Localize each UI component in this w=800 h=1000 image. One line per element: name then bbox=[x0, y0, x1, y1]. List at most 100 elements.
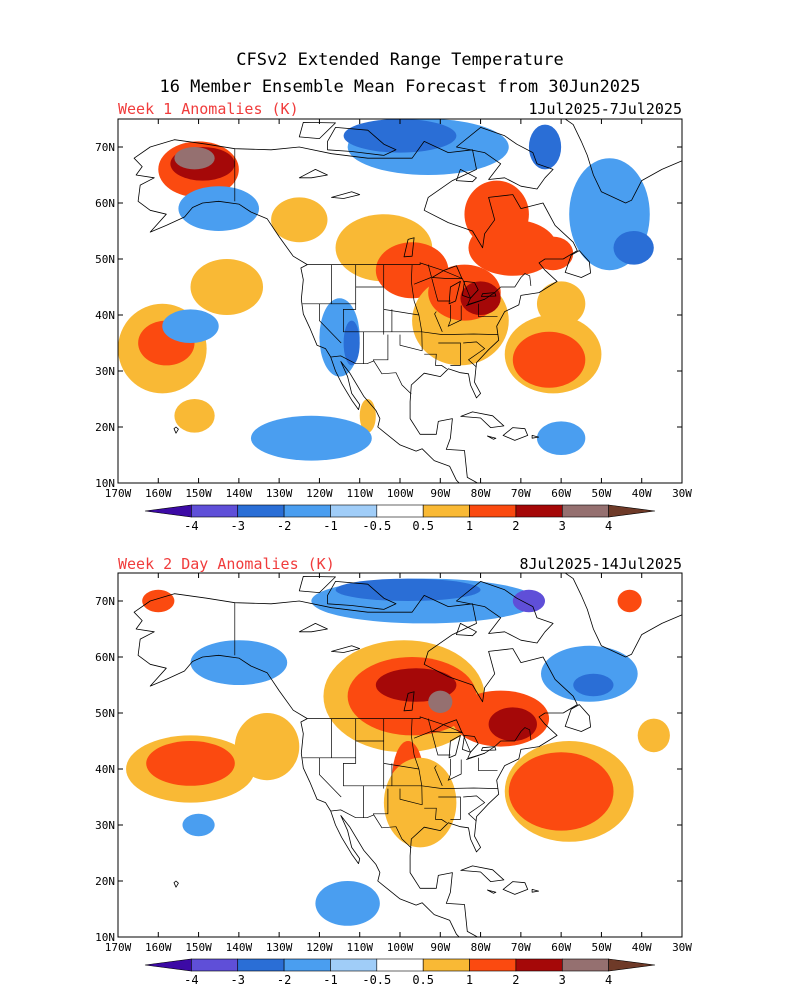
lake-outline bbox=[331, 645, 361, 653]
coastline-hispaniola bbox=[502, 881, 529, 895]
colorbar-swatch bbox=[422, 958, 470, 972]
lat-tick-label: 40N bbox=[95, 309, 115, 322]
lat-tick-label: 50N bbox=[95, 253, 115, 266]
colorbar-swatch bbox=[237, 504, 285, 518]
state-border bbox=[447, 758, 462, 781]
anomaly-blob bbox=[250, 415, 372, 461]
coastline-newfoundland bbox=[564, 250, 591, 278]
state-border bbox=[319, 757, 342, 798]
colorbar-swatch bbox=[330, 958, 378, 972]
borders bbox=[234, 148, 532, 395]
week2-date-range: 8Jul2025-14Jul2025 bbox=[519, 555, 682, 573]
lon-tick-label: 80W bbox=[471, 487, 491, 500]
lon-tick-label: 170W bbox=[105, 487, 132, 500]
colorbar-label: 0.5 bbox=[412, 973, 434, 987]
colorbar-label: -1 bbox=[323, 519, 337, 533]
state-border bbox=[410, 264, 423, 351]
coastline-southampton bbox=[455, 623, 477, 637]
colorbar-swatch bbox=[191, 958, 239, 972]
anomaly-blob bbox=[234, 713, 300, 781]
lat-tick-label: 50N bbox=[95, 707, 115, 720]
state-border bbox=[424, 353, 447, 370]
colorbar-label: 3 bbox=[559, 973, 566, 987]
lon-tick-label: 140W bbox=[226, 487, 253, 500]
colorbar-label: -2 bbox=[277, 519, 291, 533]
anomaly-blob bbox=[271, 197, 328, 243]
anomaly-blob bbox=[536, 281, 586, 327]
lon-tick-label: 30W bbox=[672, 941, 692, 954]
colorbar-label: -4 bbox=[184, 973, 198, 987]
colorbar-swatch bbox=[608, 958, 656, 972]
lon-tick-label: 60W bbox=[551, 941, 571, 954]
anomaly-blob bbox=[512, 331, 586, 388]
colorbar-swatch bbox=[515, 504, 563, 518]
coastline-southampton bbox=[455, 168, 477, 183]
colorbar-label: 0.5 bbox=[412, 519, 434, 533]
state-border bbox=[434, 311, 443, 332]
lat-tick-label: 10N bbox=[95, 931, 115, 944]
anomaly-blob bbox=[573, 673, 614, 697]
anomaly-blob bbox=[613, 231, 654, 265]
state-border bbox=[434, 765, 443, 786]
coastline-hawaii bbox=[173, 880, 179, 888]
coastline-puertorico bbox=[531, 889, 539, 893]
state-border bbox=[383, 763, 419, 770]
colorbar-label: -1 bbox=[323, 973, 337, 987]
lat-tick-label: 30N bbox=[95, 365, 115, 378]
state-border bbox=[343, 718, 364, 818]
state-border bbox=[427, 718, 437, 750]
state-border bbox=[478, 757, 498, 772]
state-border bbox=[438, 342, 461, 366]
coastline-victoria bbox=[327, 127, 397, 156]
coastlines bbox=[133, 119, 682, 483]
state-border bbox=[447, 304, 462, 327]
colorbar-swatch bbox=[144, 504, 192, 518]
lon-tick-label: 70W bbox=[511, 487, 531, 500]
anomaly-blob bbox=[359, 399, 376, 433]
colorbar-label: 4 bbox=[605, 973, 612, 987]
anomaly-blob bbox=[508, 752, 614, 831]
colorbar-label: 3 bbox=[559, 519, 566, 533]
coastline-baffin bbox=[455, 581, 554, 644]
lake-outline bbox=[448, 735, 461, 759]
coastline-cuba bbox=[460, 865, 505, 882]
anomaly-blob bbox=[428, 690, 453, 713]
lat-tick-label: 60N bbox=[95, 651, 115, 664]
coastline-hawaii bbox=[173, 426, 179, 434]
anomaly-blob bbox=[174, 147, 215, 170]
state-border bbox=[372, 788, 389, 816]
week1-panel: Week 1 Anomalies (K) 1Jul2025-7Jul2025 1… bbox=[95, 100, 692, 533]
week2-anomaly-map: 10N 20N 30N 40N 50N 60N 70N 170W 160W 150W 140W 130… bbox=[95, 572, 692, 954]
coastline-victoria bbox=[327, 581, 397, 610]
state-border bbox=[410, 718, 423, 805]
anomaly-blob bbox=[460, 281, 501, 316]
anomaly-blob bbox=[178, 186, 259, 232]
lon-tick-label: 170W bbox=[105, 941, 132, 954]
state-border bbox=[363, 785, 498, 789]
lake-outline bbox=[403, 691, 415, 712]
lon-tick-label: 70W bbox=[511, 941, 531, 954]
week1-anomaly-map: 10N 20N 30N 40N 50N 60N 70N 170W 160W 150W 140W 130… bbox=[95, 118, 692, 500]
coastline-jamaica bbox=[486, 889, 497, 894]
anomaly-blob bbox=[536, 421, 586, 456]
borders bbox=[234, 602, 532, 849]
coastline-greenland bbox=[564, 573, 682, 658]
lon-tick-label: 130W bbox=[266, 941, 293, 954]
state-border bbox=[413, 277, 432, 285]
coastline-banks bbox=[298, 122, 336, 140]
figure-title-line1: CFSv2 Extended Range Temperature bbox=[236, 50, 564, 70]
state-border bbox=[372, 334, 389, 362]
lat-tick-label: 70N bbox=[95, 141, 115, 154]
lat-tick-label: 60N bbox=[95, 197, 115, 210]
anomaly-blob bbox=[532, 236, 574, 271]
lon-tick-label: 120W bbox=[306, 941, 333, 954]
lon-tick-label: 110W bbox=[346, 941, 373, 954]
lon-tick-label: 130W bbox=[266, 487, 293, 500]
colorbar-label: -0.5 bbox=[362, 519, 391, 533]
colorbar-label: -2 bbox=[277, 973, 291, 987]
lat-tick-label: 30N bbox=[95, 819, 115, 832]
lake-outline bbox=[431, 719, 463, 733]
lat-tick-label: 70N bbox=[95, 595, 115, 608]
colorbar-swatch bbox=[191, 504, 239, 518]
